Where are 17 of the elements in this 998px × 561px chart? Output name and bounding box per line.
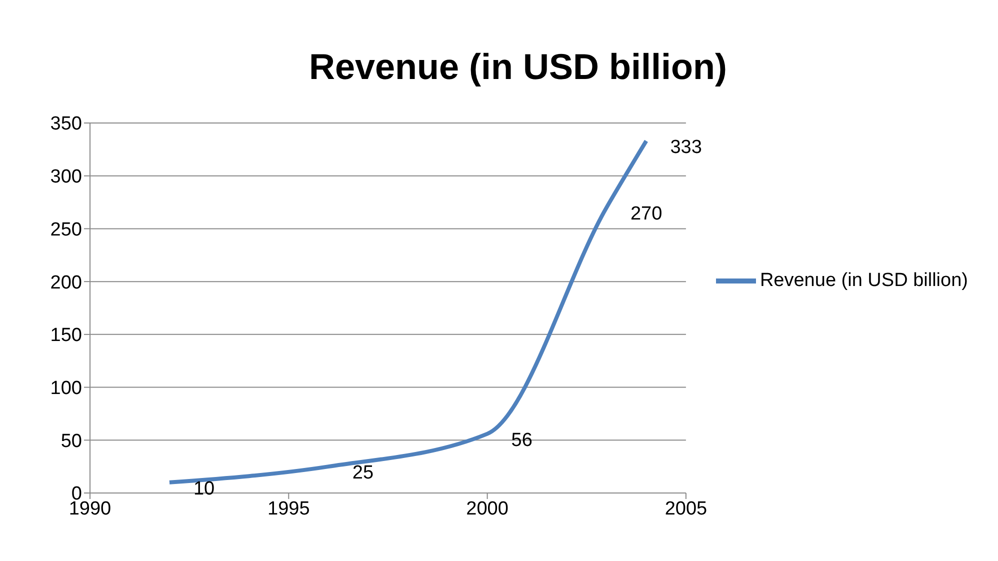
data-label: 56 <box>511 430 532 451</box>
y-tick-label: 150 <box>50 325 82 346</box>
legend-label: Revenue (in USD billion) <box>760 270 968 291</box>
chart-title: Revenue (in USD billion) <box>308 46 728 88</box>
data-label: 10 <box>193 478 215 500</box>
y-tick-label: 50 <box>60 430 82 452</box>
data-label: 333 <box>670 136 702 158</box>
y-tick-label: 250 <box>50 219 82 240</box>
x-tick-label: 1995 <box>268 498 310 520</box>
x-tick-label: 2000 <box>466 498 508 520</box>
y-tick-label: 350 <box>50 114 82 135</box>
data-label: 25 <box>352 462 374 484</box>
y-tick-label: 300 <box>50 166 82 188</box>
y-tick-label: 100 <box>50 378 82 400</box>
x-tick-label: 2005 <box>664 498 708 520</box>
y-tick-label: 200 <box>50 272 82 294</box>
data-label: 270 <box>630 204 662 225</box>
